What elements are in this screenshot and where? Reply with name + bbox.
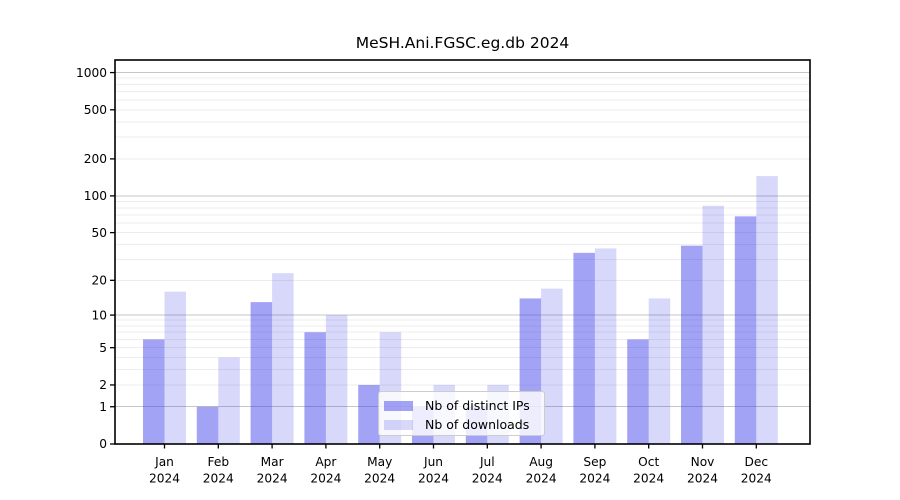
- bar: [681, 245, 703, 444]
- x-tick-label-year: 2024: [149, 472, 180, 486]
- legend-label-downloads: Nb of downloads: [425, 417, 530, 432]
- y-tick-label: 1: [99, 400, 107, 414]
- y-axis-ticks: 0 1 2 5 10 20 50 100 200 500 1000: [76, 66, 115, 451]
- legend-item-downloads: Nb of downloads: [384, 415, 544, 434]
- x-tick-label-year: 2024: [741, 472, 772, 486]
- bar: [648, 298, 671, 444]
- bar: [196, 406, 219, 444]
- x-tick-label-month: Jun: [423, 455, 443, 469]
- y-tick-label: 50: [91, 226, 107, 240]
- y-tick-label: 20: [91, 274, 107, 288]
- x-tick-label-year: 2024: [687, 472, 718, 486]
- bar: [325, 315, 348, 444]
- bar: [250, 302, 273, 444]
- y-tick-label: 1000: [76, 66, 107, 80]
- legend-item-distinct-ips: Nb of distinct IPs: [384, 396, 544, 415]
- x-tick-label-month: Jul: [479, 455, 495, 469]
- minor-gridlines: [115, 77, 810, 386]
- legend-swatch-distinct-ips-icon: [384, 400, 413, 411]
- x-tick-label-month: Aug: [529, 455, 553, 469]
- x-tick-label-year: 2024: [257, 472, 288, 486]
- y-tick-label: 100: [84, 189, 107, 203]
- x-tick-label-month: May: [367, 455, 392, 469]
- x-tick-label-month: Nov: [691, 455, 715, 469]
- y-tick-label: 200: [84, 152, 107, 166]
- bar: [734, 216, 757, 444]
- bar: [594, 248, 617, 444]
- bar: [627, 339, 649, 444]
- x-tick-label-year: 2024: [364, 472, 395, 486]
- x-tick-label-year: 2024: [203, 472, 234, 486]
- legend-label-distinct-ips: Nb of distinct IPs: [425, 398, 530, 413]
- chart-legend: Nb of distinct IPs Nb of downloads: [378, 391, 545, 436]
- x-tick-label-year: 2024: [418, 472, 449, 486]
- bar: [143, 339, 165, 444]
- x-tick-label-year: 2024: [579, 472, 610, 486]
- chart-title: MeSH.Ani.FGSC.eg.db 2024: [355, 34, 570, 52]
- x-tick-label-month: Mar: [261, 455, 285, 469]
- x-tick-label-month: Apr: [315, 455, 337, 469]
- x-tick-label-month: Feb: [208, 455, 230, 469]
- x-tick-label-year: 2024: [633, 472, 664, 486]
- x-tick-label-year: 2024: [472, 472, 503, 486]
- bar: [218, 357, 240, 444]
- y-tick-label: 10: [91, 308, 107, 322]
- x-tick-label-month: Jan: [154, 455, 174, 469]
- bar: [541, 288, 563, 444]
- y-tick-label: 5: [99, 341, 107, 355]
- plot-frame: [114, 59, 811, 445]
- y-tick-label: 2: [99, 378, 107, 392]
- x-tick-label-year: 2024: [310, 472, 341, 486]
- x-tick-label-month: Dec: [745, 455, 769, 469]
- x-tick-label-month: Sep: [583, 455, 606, 469]
- x-tick-label-year: 2024: [526, 472, 557, 486]
- bar: [756, 176, 778, 444]
- bar: [358, 384, 380, 444]
- x-axis-ticks: Jan 2024 Feb 2024 Mar 2024 Apr 2024 May 2024 Jun 20…: [149, 444, 772, 486]
- bar: [164, 291, 186, 444]
- bar: [304, 332, 326, 444]
- legend-swatch-downloads-icon: [384, 419, 413, 430]
- y-tick-label: 0: [99, 437, 107, 451]
- bar: [573, 252, 595, 444]
- y-tick-label: 500: [84, 103, 107, 117]
- x-tick-label-month: Oct: [638, 455, 659, 469]
- bar: [702, 205, 724, 444]
- bar: [272, 273, 294, 444]
